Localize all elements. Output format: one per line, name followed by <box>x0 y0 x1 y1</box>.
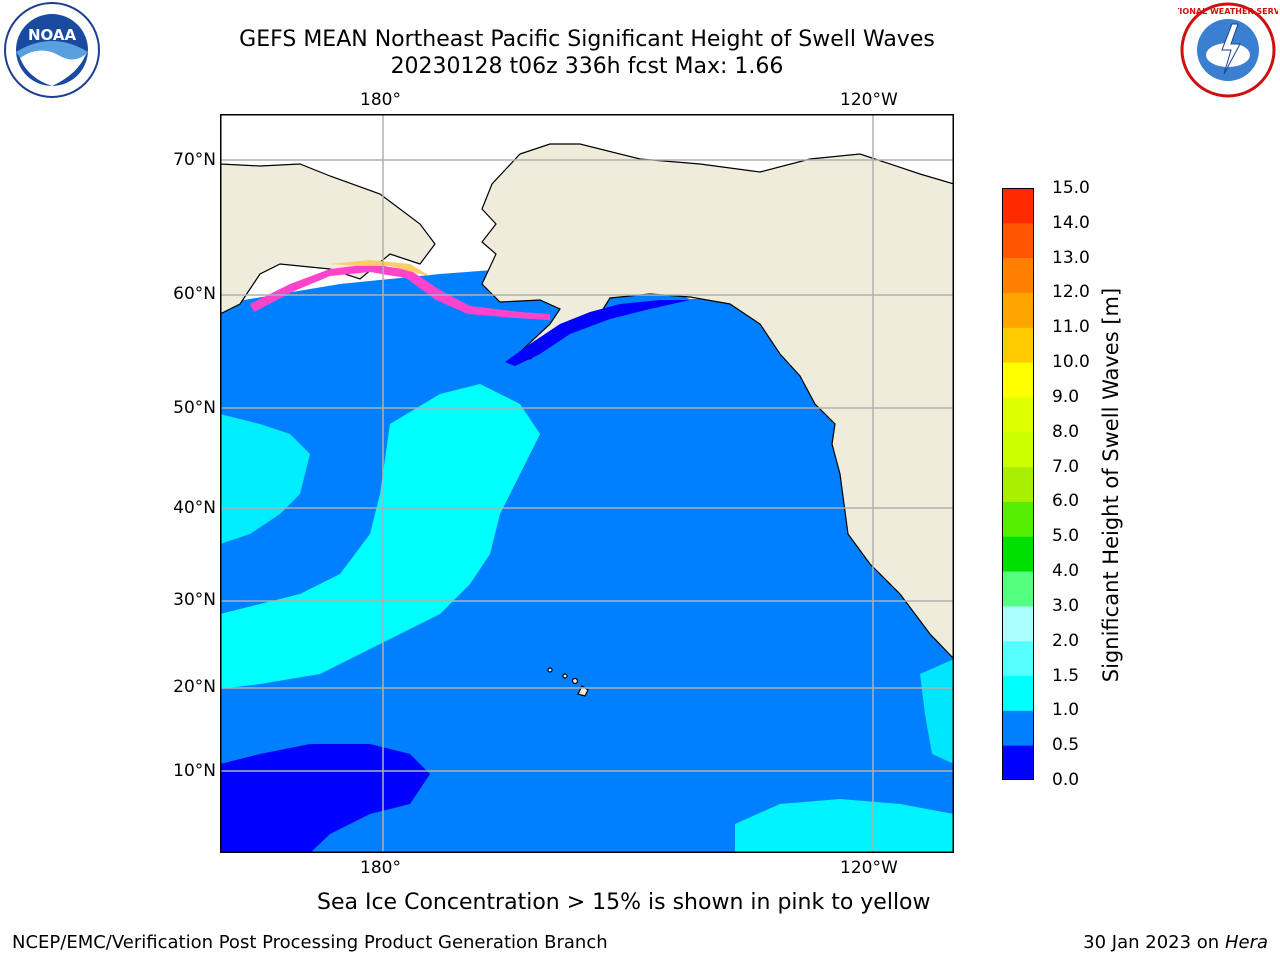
colorbar-bin <box>1002 431 1034 468</box>
colorbar-tick-label: 3.0 <box>1052 595 1080 616</box>
lon-label-bottom-180: 180° <box>360 858 401 878</box>
lat-label-20n: 20°N <box>173 677 216 697</box>
colorbar-tick-label: 1.5 <box>1052 665 1080 686</box>
colorbar-bin <box>1002 536 1034 572</box>
swell-height-colorbar <box>1002 188 1034 780</box>
sea-ice-fringe-yellow <box>330 260 430 276</box>
colorbar-bin <box>1002 257 1034 293</box>
colorbar-tick-label: 5.0 <box>1052 526 1080 547</box>
colorbar-bin <box>1002 605 1034 642</box>
footer-machine-name: Hera <box>1224 932 1268 953</box>
footer-date: 30 Jan 2023 on Hera <box>1083 932 1268 953</box>
colorbar-tick-label: 10.0 <box>1052 352 1090 373</box>
lat-label-10n: 10°N <box>173 761 216 781</box>
swell-patch-east-coast <box>920 659 954 764</box>
colorbar-tick-label: 14.0 <box>1052 212 1090 233</box>
colorbar-bin <box>1002 640 1034 677</box>
colorbar-bin <box>1002 710 1034 746</box>
lon-label-top-180: 180° <box>360 90 401 110</box>
lat-label-70n: 70°N <box>173 150 216 170</box>
footer-date-text: 30 Jan 2023 on <box>1083 932 1225 953</box>
north-america-landmass <box>481 143 954 660</box>
gulf-of-alaska-calm-water <box>505 300 690 366</box>
colorbar-tick-label: 15.0 <box>1052 178 1090 198</box>
colorbar-tick-label: 11.0 <box>1052 317 1090 338</box>
colorbar-tick-label: 8.0 <box>1052 421 1080 442</box>
swell-patch-west <box>220 414 310 544</box>
colorbar-tick-label: 0.0 <box>1052 770 1080 790</box>
sea-ice-note: Sea Ice Concentration > 15% is shown in … <box>317 890 931 915</box>
colorbar-tick-label: 9.0 <box>1052 386 1080 407</box>
sea-ice-fringe <box>250 264 550 320</box>
noaa-logo-text: NOAA <box>28 26 77 44</box>
noaa-logo: NOAA <box>4 2 100 98</box>
colorbar-tick-label: 4.0 <box>1052 561 1080 582</box>
colorbar-tick-label: 0.5 <box>1052 735 1080 756</box>
colorbar-bin <box>1002 745 1034 780</box>
forecast-subtitle: 20230128 t06z 336h fcst Max: 1.66 <box>390 54 784 79</box>
colorbar-tick-label: 6.0 <box>1052 491 1080 512</box>
lat-label-30n: 30°N <box>173 590 216 610</box>
swell-patch-southeast <box>735 799 954 853</box>
colorbar-bin <box>1002 327 1034 363</box>
lat-label-60n: 60°N <box>173 284 216 304</box>
map-title: GEFS MEAN Northeast Pacific Significant … <box>239 27 935 52</box>
colorbar-bin <box>1002 675 1034 711</box>
colorbar-bin <box>1002 292 1034 328</box>
colorbar-tick-label: 1.0 <box>1052 700 1080 721</box>
footer-attribution: NCEP/EMC/Verification Post Processing Pr… <box>12 932 608 953</box>
colorbar-bin <box>1002 222 1034 259</box>
lat-label-40n: 40°N <box>173 498 216 518</box>
colorbar-label: Significant Height of Swell Waves [m] <box>1099 287 1123 683</box>
colorbar-bin <box>1002 571 1034 607</box>
colorbar-tick-label: 7.0 <box>1052 456 1080 477</box>
nws-ring-text: NATIONAL WEATHER SERVICE <box>1178 7 1278 16</box>
map-border <box>220 114 954 853</box>
swell-height-map <box>220 114 954 853</box>
siberia-landmass <box>220 163 436 315</box>
lon-label-bottom-120w: 120°W <box>840 858 898 878</box>
colorbar-bin <box>1002 396 1034 433</box>
colorbar-tick-label: 2.0 <box>1052 630 1080 651</box>
graticule <box>220 114 954 853</box>
lat-label-50n: 50°N <box>173 398 216 418</box>
colorbar-bin <box>1002 501 1034 537</box>
colorbar-tick-label: 12.0 <box>1052 282 1090 303</box>
national-weather-service-logo: NATIONAL WEATHER SERVICE <box>1178 2 1278 98</box>
colorbar-bin <box>1002 188 1034 224</box>
colorbar-bin <box>1002 466 1034 502</box>
colorbar-tick-label: 13.0 <box>1052 247 1090 268</box>
colorbar-bin <box>1002 362 1034 398</box>
lon-label-top-120w: 120°W <box>840 90 898 110</box>
swell-patch-central <box>220 384 540 689</box>
